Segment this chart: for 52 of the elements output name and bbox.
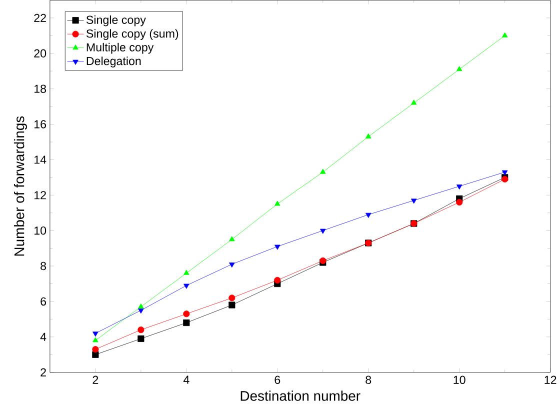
point xyxy=(184,284,190,289)
y-tick-label: 4 xyxy=(40,332,46,341)
y-tick-label: 18 xyxy=(34,84,46,93)
point xyxy=(456,66,462,72)
point xyxy=(229,236,235,242)
point xyxy=(184,270,190,275)
legend-label: Single copy xyxy=(86,15,146,26)
y-tick-label: 20 xyxy=(34,49,46,58)
legend-label: Single copy (sum) xyxy=(86,29,178,40)
x-tick-label: 8 xyxy=(366,376,372,384)
x-axis-title: Destination number xyxy=(240,390,360,401)
y-tick-label: 2 xyxy=(40,368,46,376)
point xyxy=(274,244,280,250)
y-tick-label: 22 xyxy=(34,14,46,22)
x-tick-label: 4 xyxy=(183,376,190,384)
y-tick-label: 14 xyxy=(34,156,46,164)
point xyxy=(183,319,190,326)
x-tick-label: 2 xyxy=(92,376,98,384)
y-tick-label: 16 xyxy=(34,120,46,128)
point xyxy=(138,326,144,334)
y-tick-label: 12 xyxy=(34,191,46,200)
legend-label: Multiple copy xyxy=(86,42,154,54)
point xyxy=(456,184,462,190)
y-tick-label: 10 xyxy=(34,226,46,235)
legend-label: Delegation xyxy=(86,56,141,68)
point xyxy=(183,310,190,318)
point xyxy=(92,346,99,353)
point xyxy=(456,198,463,206)
point xyxy=(228,294,236,302)
point xyxy=(410,100,417,105)
y-tick-label: 8 xyxy=(40,262,46,270)
point xyxy=(138,335,144,342)
point xyxy=(228,302,236,308)
x-tick-label: 12 xyxy=(544,376,556,384)
x-tick-label: 10 xyxy=(454,376,466,384)
point xyxy=(92,332,98,337)
point xyxy=(138,308,144,314)
point xyxy=(229,262,235,268)
point xyxy=(365,212,372,218)
y-axis-title: Number of forwardings xyxy=(14,116,27,256)
point xyxy=(320,168,326,174)
point xyxy=(502,170,508,176)
point xyxy=(320,228,326,234)
point xyxy=(502,32,508,38)
point xyxy=(410,198,417,204)
point xyxy=(365,133,372,138)
y-tick-label: 6 xyxy=(40,297,46,306)
point xyxy=(92,337,98,342)
x-tick-label: 6 xyxy=(274,376,280,384)
point xyxy=(274,276,281,284)
point xyxy=(138,303,144,308)
point xyxy=(274,200,280,206)
